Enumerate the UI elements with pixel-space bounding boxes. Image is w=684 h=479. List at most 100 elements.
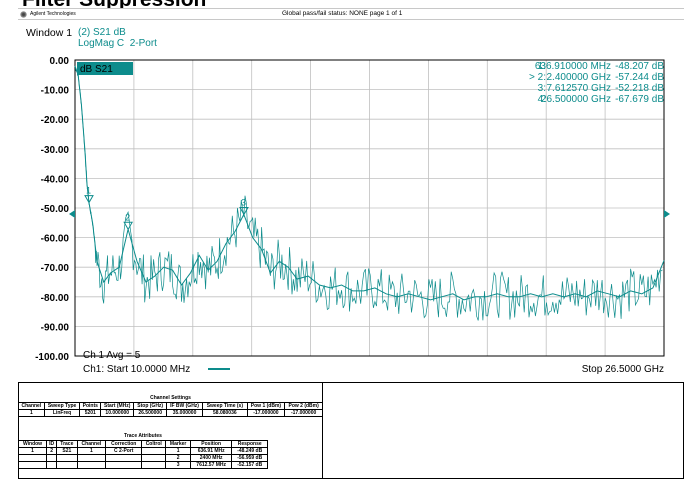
marker-readout-text: -52.218 dB: [615, 83, 664, 94]
chart-svg[interactable]: 0.00 -10.00 -20.00 -30.00 -40.00 -50.00 -60.00…: [18, 20, 684, 382]
trace-tag[interactable]: dB S21: [80, 64, 113, 75]
cell: [56, 454, 78, 462]
agilent-logo-icon: [20, 11, 27, 18]
global-status: Global pass/fail status: NONE page 1 of …: [282, 10, 403, 17]
cell: [141, 454, 167, 462]
col-header: Pow 2 (dBm): [284, 402, 323, 410]
cell: [46, 454, 58, 462]
company-name: Agilent Technologies: [30, 11, 76, 17]
trace-tag-bg[interactable]: [77, 62, 133, 75]
col-header: Position: [189, 440, 233, 448]
marker-number: 3: [241, 198, 246, 208]
y-tick-label: -80.00: [41, 293, 70, 304]
marker-readout-text: > 2:: [529, 72, 546, 83]
marker-number: 1: [86, 186, 91, 196]
marker-readout-text: -57.244 dB: [615, 72, 664, 83]
cell: 1: [165, 447, 191, 455]
stop-label: Stop 26.5000 GHz: [582, 364, 664, 375]
channel-settings-table: Channel Settings Channel Sweep Type Poin…: [18, 395, 323, 417]
y-tick-label: -70.00: [41, 263, 70, 274]
marker-readout-text: 3:: [538, 83, 546, 94]
cell: [105, 461, 143, 469]
marker-readout-text: -48.207 dB: [615, 61, 664, 72]
cell: 5201: [79, 409, 102, 417]
y-tick-label: 0.00: [50, 56, 70, 67]
cell: LinFreq: [43, 409, 81, 417]
cell: 58.080036: [202, 409, 248, 417]
col-header: Response: [231, 440, 268, 448]
marker-triangle-icon[interactable]: [123, 221, 134, 231]
cell: [105, 454, 143, 462]
channel-settings-header: Channel Sweep Type Points Start (MHz) St…: [18, 402, 323, 410]
cell: [76, 454, 107, 462]
marker-readout-text: 2.400000 GHz: [547, 72, 612, 83]
y-tick-label: -40.00: [41, 174, 70, 185]
y-tick-label: -30.00: [41, 145, 70, 156]
cell: [17, 454, 48, 462]
cell: [141, 461, 167, 469]
window-label: Window 1: [26, 27, 73, 39]
marker-readout-text: 7.612570 GHz: [547, 83, 612, 94]
marker-readout: 1:636.910000 MHz -48.207 dB > 2: 2.400000 G…: [529, 61, 664, 105]
cell: 2400 MHz: [189, 454, 233, 462]
cell: 3: [165, 461, 191, 469]
col-header: Coltrol: [141, 440, 167, 448]
y-tick-label: -50.00: [41, 204, 70, 215]
marker-readout-text: 26.500000 GHz: [541, 94, 611, 105]
col-header: IF BW (GHz): [165, 402, 204, 410]
cell: S21: [56, 447, 78, 455]
cell: C 2-Port: [105, 447, 143, 455]
y-tick-label: -20.00: [41, 115, 70, 126]
start-label: Ch1: Start 10.0000 MHz: [83, 364, 190, 375]
col-header: Start (MHz): [100, 402, 135, 410]
col-header: Correction: [105, 440, 143, 448]
y-tick-label: -90.00: [41, 322, 70, 333]
page-title: Filter Suppression: [22, 0, 206, 8]
table-row: 2 2400 MHz -56.959 dB: [17, 454, 268, 462]
marker-readout-text: -67.679 dB: [615, 94, 664, 105]
y-tick-label: -100.00: [35, 352, 69, 363]
plot-frame: [74, 59, 665, 357]
marker-glyphs: 1 2 3: [84, 186, 249, 231]
trace-line: [74, 65, 665, 301]
trace-noise: [74, 65, 663, 321]
reference-marker-left-icon[interactable]: [69, 210, 75, 218]
empty-panel: [323, 382, 684, 479]
trace-attributes-table: Trace Attributes Window ID Trace Channel…: [17, 433, 268, 469]
col-header: Channel: [18, 402, 45, 410]
header-bar: Agilent Technologies Global pass/fail st…: [18, 8, 684, 20]
trace-attributes-header: Window ID Trace Channel Correction Coltr…: [17, 440, 268, 448]
cell: 1: [17, 447, 48, 455]
cell: [17, 461, 48, 469]
marker-readout-text: 636.910000 MHz: [535, 61, 611, 72]
reference-marker-right-icon[interactable]: [664, 210, 670, 218]
cell: 10.000000: [100, 409, 135, 417]
cell: 35.000000: [165, 409, 204, 417]
cell: [76, 461, 107, 469]
col-header: Sweep Type: [43, 402, 81, 410]
col-header: Pow 1 (dBm): [246, 402, 286, 410]
cell: 2: [46, 447, 58, 455]
y-tick-labels: 0.00 -10.00 -20.00 -30.00 -40.00 -50.00 -60.00…: [35, 56, 69, 363]
marker-readout-text: 1:: [538, 61, 546, 72]
marker-triangle-icon[interactable]: [84, 195, 94, 204]
chart-panel: Window 1 (2) S21 dB LogMag C 2-Port 0.00…: [18, 20, 684, 382]
y-tick-label: -60.00: [41, 234, 70, 245]
cell: -48.249 dB: [231, 447, 268, 455]
trace-attributes-title: Trace Attributes: [18, 433, 268, 441]
col-header: ID: [46, 440, 58, 448]
col-header: Marker: [165, 440, 191, 448]
settings-panel: Channel Settings Channel Sweep Type Poin…: [17, 382, 323, 479]
cell: -17.000000: [246, 409, 286, 417]
cell: 636.91 MHz: [189, 447, 233, 455]
marker-readout-text: 4:: [538, 94, 546, 105]
table-row: 1 LinFreq 5201 10.000000 26.500000 35.00…: [18, 409, 323, 417]
marker-number: 2: [125, 212, 130, 222]
table-row: 1 2 S21 1 C 2-Port 1 636.91 MHz -48.249 …: [17, 447, 268, 455]
marker-triangle-icon[interactable]: [239, 207, 249, 216]
title-strip: Filter Suppression: [0, 0, 684, 8]
cell: -52.157 dB: [231, 461, 268, 469]
trace-title: (2) S21 dB LogMag C 2-Port: [78, 27, 157, 49]
cell: 7612.57 MHz: [189, 461, 233, 469]
col-header: Stop (GHz): [133, 402, 167, 410]
